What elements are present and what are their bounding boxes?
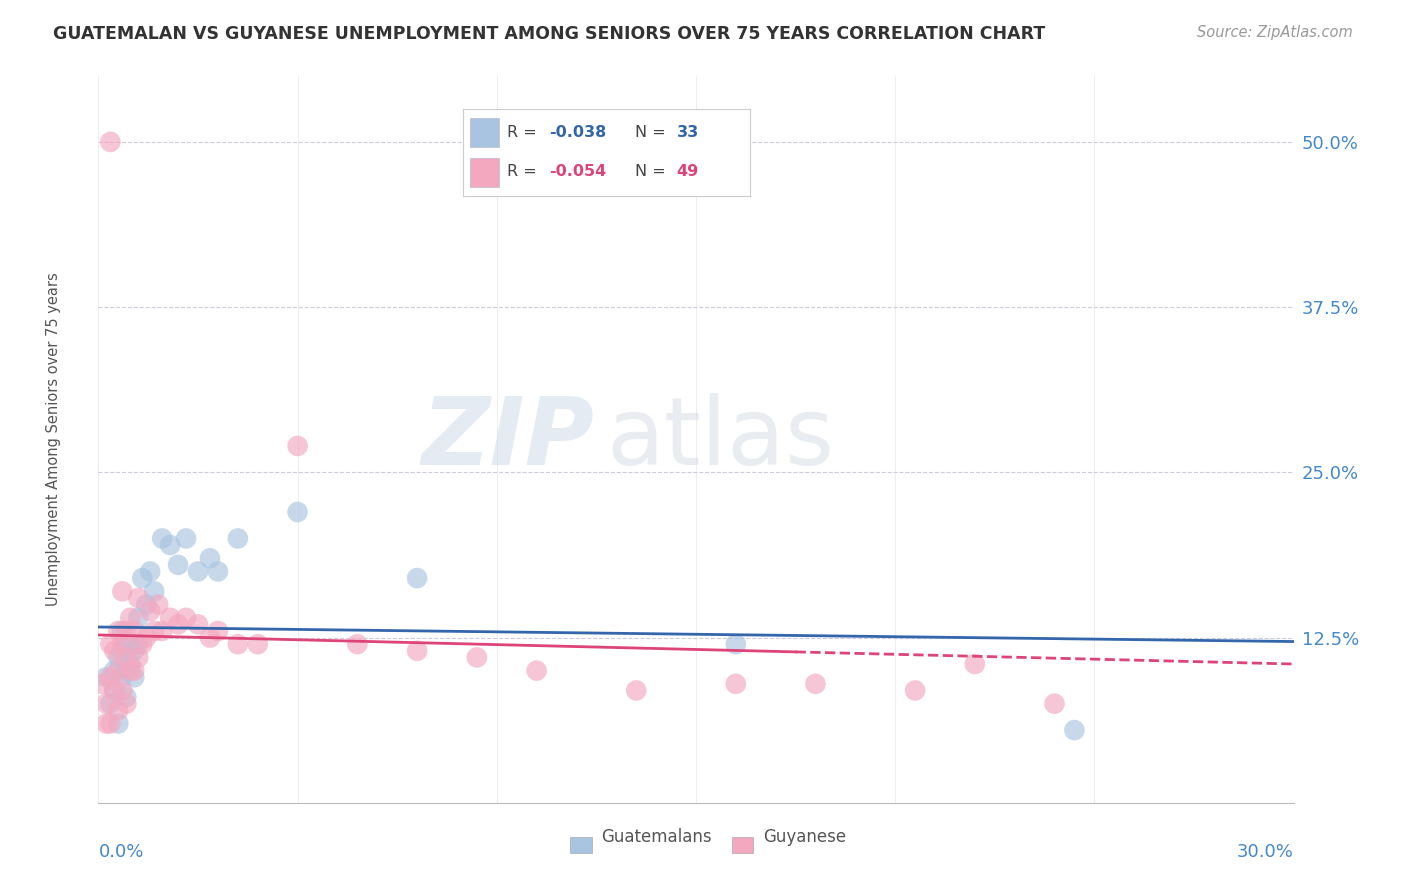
FancyBboxPatch shape — [571, 837, 592, 853]
Point — [174, 611, 197, 625]
Point — [148, 598, 170, 612]
Point — [111, 670, 134, 684]
Point — [124, 664, 146, 678]
Point — [198, 551, 221, 566]
Text: atlas: atlas — [606, 393, 835, 485]
Point — [103, 664, 125, 678]
Point — [187, 617, 209, 632]
Point — [127, 611, 149, 625]
Point — [226, 532, 249, 546]
Point — [124, 670, 146, 684]
Point — [115, 624, 138, 638]
Point — [207, 565, 229, 579]
Point — [131, 571, 153, 585]
Point — [98, 135, 122, 149]
Point — [150, 532, 173, 546]
Point — [724, 677, 747, 691]
Point — [120, 611, 142, 625]
Point — [98, 637, 122, 651]
Point — [198, 631, 221, 645]
Point — [120, 637, 142, 651]
Point — [406, 644, 429, 658]
Point — [226, 637, 249, 651]
Point — [91, 677, 114, 691]
Point — [143, 584, 166, 599]
Point — [804, 677, 827, 691]
Point — [103, 683, 125, 698]
Point — [346, 637, 368, 651]
Point — [98, 670, 122, 684]
Point — [904, 683, 927, 698]
Point — [107, 716, 129, 731]
Point — [127, 637, 149, 651]
Point — [96, 670, 118, 684]
Text: Source: ZipAtlas.com: Source: ZipAtlas.com — [1197, 25, 1353, 40]
Point — [96, 716, 118, 731]
Point — [174, 532, 197, 546]
Point — [159, 611, 181, 625]
Point — [724, 637, 747, 651]
Point — [103, 683, 125, 698]
Point — [111, 637, 134, 651]
Text: 30.0%: 30.0% — [1237, 843, 1294, 861]
Point — [246, 637, 269, 651]
Point — [135, 598, 157, 612]
FancyBboxPatch shape — [733, 837, 754, 853]
Point — [115, 690, 138, 704]
Text: Guatemalans: Guatemalans — [602, 828, 713, 846]
Point — [115, 664, 138, 678]
Point — [107, 703, 129, 717]
Point — [143, 624, 166, 638]
Point — [287, 439, 309, 453]
Point — [111, 683, 134, 698]
Point — [526, 664, 548, 678]
Point — [131, 637, 153, 651]
Point — [159, 538, 181, 552]
Point — [111, 624, 134, 638]
Point — [626, 683, 648, 698]
Point — [135, 631, 157, 645]
Point — [98, 697, 122, 711]
Point — [1043, 697, 1066, 711]
Point — [98, 716, 122, 731]
Point — [207, 624, 229, 638]
Point — [406, 571, 429, 585]
Text: ZIP: ZIP — [422, 393, 595, 485]
Point — [107, 664, 129, 678]
Point — [127, 650, 149, 665]
Text: GUATEMALAN VS GUYANESE UNEMPLOYMENT AMONG SENIORS OVER 75 YEARS CORRELATION CHAR: GUATEMALAN VS GUYANESE UNEMPLOYMENT AMON… — [53, 25, 1046, 43]
Point — [187, 565, 209, 579]
Point — [111, 644, 134, 658]
Text: Guyanese: Guyanese — [763, 828, 846, 846]
Point — [107, 624, 129, 638]
Point — [127, 591, 149, 605]
Point — [287, 505, 309, 519]
Point — [120, 657, 142, 671]
Point — [115, 697, 138, 711]
Point — [1063, 723, 1085, 737]
Point — [465, 650, 488, 665]
Point — [107, 650, 129, 665]
Point — [167, 558, 190, 572]
Point — [150, 624, 173, 638]
Point — [115, 650, 138, 665]
Point — [963, 657, 986, 671]
Text: Unemployment Among Seniors over 75 years: Unemployment Among Seniors over 75 years — [45, 272, 60, 607]
Point — [103, 644, 125, 658]
Point — [124, 624, 146, 638]
Point — [111, 584, 134, 599]
Point — [124, 644, 146, 658]
Text: 0.0%: 0.0% — [98, 843, 143, 861]
Point — [139, 604, 162, 618]
Point — [167, 617, 190, 632]
Point — [120, 664, 142, 678]
Point — [139, 565, 162, 579]
Point — [96, 697, 118, 711]
